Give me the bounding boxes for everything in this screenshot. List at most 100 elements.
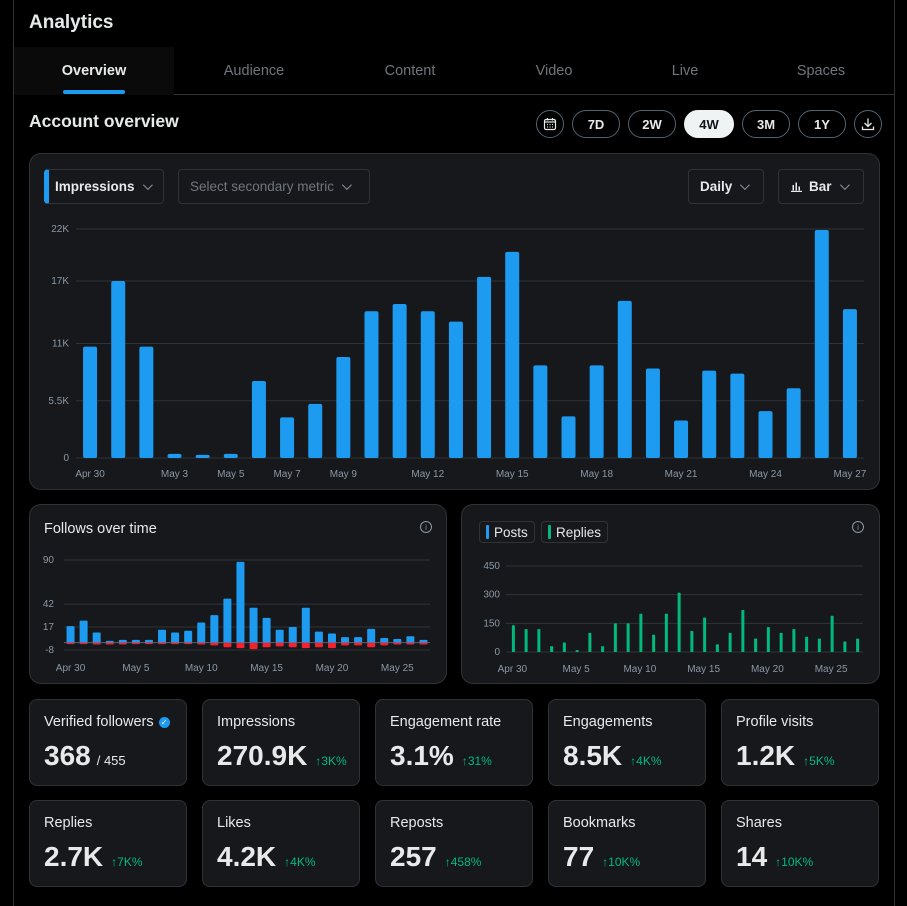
download-icon[interactable]: [854, 110, 882, 138]
chart-bar: [236, 561, 245, 643]
x-tick-label: May 15: [496, 469, 529, 480]
chart-bar: [66, 626, 75, 643]
chart-bar: [588, 632, 592, 652]
chart-bar: [817, 638, 821, 652]
y-tick-label: 150: [483, 618, 500, 629]
stat-card-engagements[interactable]: Engagements 8.5K ↑4K%: [548, 699, 706, 786]
stat-value: 77: [563, 841, 595, 872]
granularity-dropdown[interactable]: Daily: [688, 169, 764, 204]
x-tick-label: May 15: [250, 663, 283, 674]
stat-card-likes[interactable]: Likes 4.2K ↑4K%: [202, 800, 360, 887]
stat-card-engagement-rate[interactable]: Engagement rate 3.1% ↑31%: [375, 699, 533, 786]
chart-bar: [677, 592, 681, 652]
stat-card-verified-followers[interactable]: Verified followers ✓ 368 / 455: [29, 699, 187, 786]
tab-content[interactable]: Content: [384, 63, 436, 79]
range-2w-button[interactable]: 2W: [628, 110, 676, 138]
tab-spaces[interactable]: Spaces: [796, 63, 846, 79]
chart-bar: [645, 368, 660, 458]
granularity-label: Daily: [700, 179, 733, 194]
posts-replies-panel: Posts Replies i 450 300 150 0 Apr 30 May 5 May…: [461, 504, 880, 684]
chart-bar: [420, 311, 435, 458]
stat-value-row: 2.7K ↑7K%: [44, 841, 143, 873]
info-icon[interactable]: i: [852, 521, 864, 533]
tab-audience[interactable]: Audience: [223, 63, 285, 79]
secondary-metric-placeholder: Select secondary metric: [190, 179, 335, 194]
stat-label-text: Reposts: [390, 815, 444, 831]
primary-metric-dropdown[interactable]: Impressions: [44, 169, 164, 204]
tab-overview[interactable]: Overview: [14, 47, 174, 95]
stat-card-impressions[interactable]: Impressions 270.9K ↑3K%: [202, 699, 360, 786]
chart-bar: [92, 632, 101, 643]
chart-bar: [354, 637, 363, 643]
chart-bar: [419, 639, 428, 643]
range-1y-button[interactable]: 1Y: [798, 110, 846, 138]
stat-card-replies[interactable]: Replies 2.7K ↑7K%: [29, 800, 187, 887]
calendar-icon[interactable]: [536, 110, 564, 138]
x-tick-label: May 3: [161, 469, 189, 480]
chart-bar: [105, 640, 114, 643]
chart-bar: [393, 638, 402, 643]
stat-value: 270.9K: [217, 740, 308, 771]
stat-card-shares[interactable]: Shares 14 ↑10K%: [721, 800, 879, 887]
stat-value-row: 77 ↑10K%: [563, 841, 640, 873]
stat-value-row: 270.9K ↑3K%: [217, 740, 347, 772]
chart-bar: [336, 357, 351, 458]
info-icon[interactable]: i: [420, 521, 432, 533]
stat-value-row: 3.1% ↑31%: [390, 740, 492, 772]
account-overview-title: Account overview: [29, 111, 179, 131]
y-tick-label: 11K: [52, 339, 69, 350]
impressions-chart-panel: Impressions Select secondary metric Dail…: [29, 153, 880, 490]
chart-type-dropdown[interactable]: Bar: [778, 169, 864, 204]
chart-type-label: Bar: [809, 179, 832, 194]
stat-label-text: Engagements: [563, 714, 653, 730]
stat-value: 14: [736, 841, 768, 872]
stat-label: Profile visits: [736, 714, 813, 730]
stat-card-profile-visits[interactable]: Profile visits 1.2K ↑5K%: [721, 699, 879, 786]
y-tick-label: 90: [43, 555, 55, 566]
x-tick-label: May 12: [411, 469, 444, 480]
chart-bar: [575, 650, 579, 652]
x-tick-label: May 18: [580, 469, 613, 480]
chart-bar: [533, 365, 548, 458]
chart-bar: [367, 628, 376, 643]
chart-bar: [195, 454, 210, 458]
chart-bar: [589, 365, 604, 458]
x-tick-label: May 20: [751, 664, 784, 675]
chart-bar: [792, 629, 796, 652]
stat-label: Verified followers ✓: [44, 714, 170, 730]
tab-video[interactable]: Video: [535, 63, 573, 79]
chart-bar: [236, 642, 245, 649]
stat-label-text: Profile visits: [736, 714, 814, 730]
stat-value-row: 1.2K ↑5K%: [736, 740, 835, 772]
chart-bar: [550, 646, 554, 652]
stat-card-bookmarks[interactable]: Bookmarks 77 ↑10K%: [548, 800, 706, 887]
range-7d-button[interactable]: 7D: [572, 110, 620, 138]
chart-bar: [856, 638, 860, 652]
stat-card-reposts[interactable]: Reposts 257 ↑458%: [375, 800, 533, 887]
secondary-metric-dropdown[interactable]: Select secondary metric: [178, 169, 370, 204]
legend-replies[interactable]: Replies: [541, 521, 609, 543]
chart-bar: [364, 311, 379, 458]
verified-badge-icon: ✓: [158, 716, 170, 728]
tab-live[interactable]: Live: [671, 63, 699, 79]
chart-bar: [537, 629, 541, 652]
chart-bar: [617, 300, 632, 458]
chart-bar: [511, 625, 515, 652]
y-tick-label: 300: [483, 590, 500, 601]
chart-bar: [288, 627, 297, 643]
chart-bar: [842, 309, 857, 458]
stat-label: Likes: [217, 815, 251, 831]
stat-label: Bookmarks: [563, 815, 636, 831]
chart-bar: [83, 346, 98, 458]
y-tick-label: 0: [63, 453, 69, 464]
chart-bar: [262, 642, 271, 648]
replies-swatch: [548, 525, 551, 539]
legend-posts[interactable]: Posts: [479, 521, 535, 543]
chart-bar: [393, 642, 402, 645]
range-3m-button[interactable]: 3M: [742, 110, 790, 138]
stat-delta: ↑3K%: [315, 754, 347, 768]
chart-bar: [406, 642, 415, 645]
range-4w-button[interactable]: 4W: [684, 110, 734, 138]
y-tick-label: 42: [43, 599, 55, 610]
chart-bar: [249, 642, 258, 650]
